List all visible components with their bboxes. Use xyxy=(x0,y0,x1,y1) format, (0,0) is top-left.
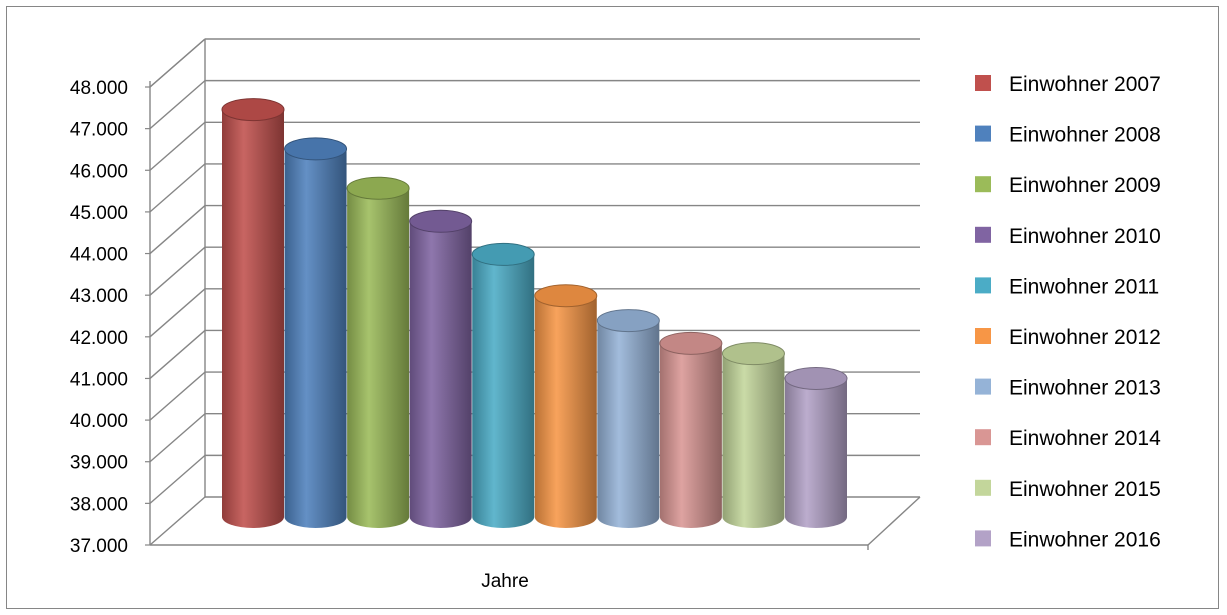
gridline xyxy=(149,79,920,130)
legend-label: Einwohner 2015 xyxy=(1009,478,1161,501)
legend-label: Einwohner 2014 xyxy=(1009,427,1161,450)
legend-item: Einwohner 2008 xyxy=(975,124,1161,147)
legend-label: Einwohner 2007 xyxy=(1009,73,1161,96)
gridline xyxy=(149,121,920,171)
bar xyxy=(471,242,535,529)
y-tick-label: 38.000 xyxy=(70,494,128,515)
x-axis-label: Jahre xyxy=(481,571,529,592)
bar xyxy=(409,209,473,528)
legend-item: Einwohner 2007 xyxy=(975,73,1161,96)
axes xyxy=(149,81,921,550)
y-tick-label: 39.000 xyxy=(70,453,128,474)
legend-item: Einwohner 2011 xyxy=(975,275,1159,298)
y-tick-label: 42.000 xyxy=(70,328,128,349)
y-tick-label: 44.000 xyxy=(70,245,128,266)
legend-item: Einwohner 2009 xyxy=(975,174,1161,197)
legend-swatch xyxy=(975,176,991,193)
y-tick-label: 45.000 xyxy=(70,203,128,224)
legend-swatch xyxy=(975,530,991,547)
legend: Einwohner 2007 Einwohner 2008 Einwohner 20… xyxy=(975,73,1161,551)
bar xyxy=(284,137,348,528)
chart-walls xyxy=(149,38,206,497)
legend-item: Einwohner 2010 xyxy=(975,225,1161,248)
bar xyxy=(221,98,285,528)
legend-label: Einwohner 2010 xyxy=(1009,225,1161,248)
y-tick-label: 46.000 xyxy=(70,161,128,182)
bar xyxy=(596,309,660,528)
legend-item: Einwohner 2012 xyxy=(975,326,1161,349)
bars xyxy=(221,98,848,529)
legend-label: Einwohner 2009 xyxy=(1009,174,1161,197)
y-tick-label: 48.000 xyxy=(70,78,128,99)
y-tick-label: 40.000 xyxy=(70,411,128,432)
legend-label: Einwohner 2011 xyxy=(1009,275,1159,298)
legend-label: Einwohner 2013 xyxy=(1009,377,1161,400)
bar xyxy=(346,176,410,529)
legend-label: Einwohner 2016 xyxy=(1009,528,1161,551)
legend-label: Einwohner 2012 xyxy=(1009,326,1161,349)
legend-swatch xyxy=(975,226,991,243)
bar xyxy=(784,366,848,528)
legend-swatch xyxy=(975,479,991,496)
legend-swatch xyxy=(975,125,991,142)
legend-swatch xyxy=(975,277,991,294)
y-tick-label: 41.000 xyxy=(70,369,128,390)
legend-label: Einwohner 2008 xyxy=(1009,124,1161,147)
legend-item: Einwohner 2013 xyxy=(975,377,1161,400)
legend-item: Einwohner 2015 xyxy=(975,478,1161,501)
y-tick-label: 43.000 xyxy=(70,286,128,307)
legend-item: Einwohner 2016 xyxy=(975,528,1161,551)
legend-item: Einwohner 2014 xyxy=(975,427,1161,450)
legend-swatch xyxy=(975,75,991,91)
bar xyxy=(534,284,598,528)
y-tick-label: 47.000 xyxy=(70,120,128,141)
y-tick-label: 37.000 xyxy=(70,536,128,557)
legend-swatch xyxy=(975,429,991,446)
gridline xyxy=(149,38,920,88)
legend-swatch xyxy=(975,328,991,344)
legend-swatch xyxy=(975,378,991,395)
bar xyxy=(659,331,723,528)
bar xyxy=(721,342,785,528)
y-axis-ticks: 37.000 38.000 39.000 40.000 41.000 42.000 43.0… xyxy=(70,78,150,557)
floor-edge xyxy=(867,496,921,546)
